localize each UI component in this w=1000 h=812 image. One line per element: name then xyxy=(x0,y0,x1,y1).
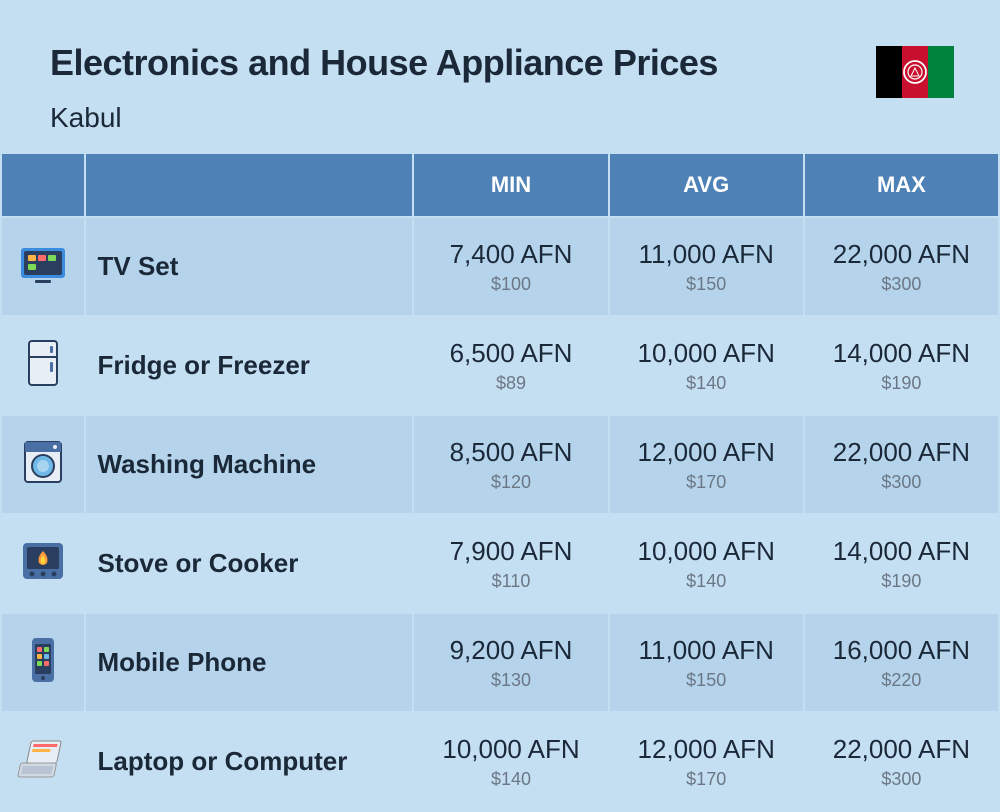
item-name: Stove or Cooker xyxy=(86,515,413,612)
max-primary: 16,000 AFN xyxy=(805,635,998,666)
max-primary: 22,000 AFN xyxy=(805,239,998,270)
avg-value: 10,000 AFN $140 xyxy=(610,317,803,414)
min-secondary: $120 xyxy=(414,472,607,493)
flag-stripe-1 xyxy=(876,46,902,98)
laptop-icon xyxy=(2,713,84,810)
min-value: 9,200 AFN $130 xyxy=(414,614,607,711)
max-value: 16,000 AFN $220 xyxy=(805,614,998,711)
min-secondary: $100 xyxy=(414,274,607,295)
avg-primary: 10,000 AFN xyxy=(610,338,803,369)
max-value: 22,000 AFN $300 xyxy=(805,218,998,315)
max-secondary: $300 xyxy=(805,274,998,295)
table-row: Washing Machine 8,500 AFN $120 12,000 AF… xyxy=(2,416,998,513)
avg-secondary: $150 xyxy=(610,274,803,295)
page-subtitle: Kabul xyxy=(50,102,950,134)
table-row: Fridge or Freezer 6,500 AFN $89 10,000 A… xyxy=(2,317,998,414)
max-primary: 22,000 AFN xyxy=(805,437,998,468)
tv-icon xyxy=(2,218,84,315)
avg-value: 11,000 AFN $150 xyxy=(610,218,803,315)
avg-primary: 11,000 AFN xyxy=(610,635,803,666)
max-secondary: $190 xyxy=(805,373,998,394)
min-secondary: $130 xyxy=(414,670,607,691)
table-row: Stove or Cooker 7,900 AFN $110 10,000 AF… xyxy=(2,515,998,612)
min-secondary: $140 xyxy=(414,769,607,790)
max-secondary: $190 xyxy=(805,571,998,592)
min-primary: 8,500 AFN xyxy=(414,437,607,468)
avg-secondary: $140 xyxy=(610,571,803,592)
item-name: TV Set xyxy=(86,218,413,315)
max-value: 14,000 AFN $190 xyxy=(805,515,998,612)
flag-icon xyxy=(876,46,954,98)
min-secondary: $89 xyxy=(414,373,607,394)
avg-secondary: $140 xyxy=(610,373,803,394)
price-table: MIN AVG MAX TV Set 7,400 AFN $100 11,000… xyxy=(0,152,1000,812)
min-primary: 10,000 AFN xyxy=(414,734,607,765)
washer-icon xyxy=(2,416,84,513)
min-primary: 7,400 AFN xyxy=(414,239,607,270)
min-value: 8,500 AFN $120 xyxy=(414,416,607,513)
min-value: 7,900 AFN $110 xyxy=(414,515,607,612)
max-primary: 14,000 AFN xyxy=(805,338,998,369)
stove-icon xyxy=(2,515,84,612)
item-name: Laptop or Computer xyxy=(86,713,413,810)
max-value: 22,000 AFN $300 xyxy=(805,416,998,513)
max-secondary: $300 xyxy=(805,472,998,493)
table-header-row: MIN AVG MAX xyxy=(2,154,998,216)
min-value: 6,500 AFN $89 xyxy=(414,317,607,414)
avg-primary: 10,000 AFN xyxy=(610,536,803,567)
col-header-min: MIN xyxy=(414,154,607,216)
table-row: Laptop or Computer 10,000 AFN $140 12,00… xyxy=(2,713,998,810)
fridge-icon xyxy=(2,317,84,414)
max-value: 22,000 AFN $300 xyxy=(805,713,998,810)
max-primary: 14,000 AFN xyxy=(805,536,998,567)
avg-value: 12,000 AFN $170 xyxy=(610,713,803,810)
min-primary: 6,500 AFN xyxy=(414,338,607,369)
col-header-name xyxy=(86,154,413,216)
avg-value: 12,000 AFN $170 xyxy=(610,416,803,513)
max-primary: 22,000 AFN xyxy=(805,734,998,765)
page-title: Electronics and House Appliance Prices xyxy=(50,42,950,84)
item-name: Fridge or Freezer xyxy=(86,317,413,414)
avg-value: 10,000 AFN $140 xyxy=(610,515,803,612)
col-header-icon xyxy=(2,154,84,216)
avg-secondary: $170 xyxy=(610,472,803,493)
flag-stripe-3 xyxy=(928,46,954,98)
avg-value: 11,000 AFN $150 xyxy=(610,614,803,711)
table-row: Mobile Phone 9,200 AFN $130 11,000 AFN $… xyxy=(2,614,998,711)
item-name: Mobile Phone xyxy=(86,614,413,711)
avg-secondary: $170 xyxy=(610,769,803,790)
max-secondary: $220 xyxy=(805,670,998,691)
max-value: 14,000 AFN $190 xyxy=(805,317,998,414)
item-name: Washing Machine xyxy=(86,416,413,513)
flag-emblem-icon xyxy=(901,58,929,86)
col-header-avg: AVG xyxy=(610,154,803,216)
phone-icon xyxy=(2,614,84,711)
avg-primary: 11,000 AFN xyxy=(610,239,803,270)
min-value: 7,400 AFN $100 xyxy=(414,218,607,315)
max-secondary: $300 xyxy=(805,769,998,790)
min-primary: 9,200 AFN xyxy=(414,635,607,666)
table-row: TV Set 7,400 AFN $100 11,000 AFN $150 22… xyxy=(2,218,998,315)
min-secondary: $110 xyxy=(414,571,607,592)
min-value: 10,000 AFN $140 xyxy=(414,713,607,810)
avg-primary: 12,000 AFN xyxy=(610,437,803,468)
min-primary: 7,900 AFN xyxy=(414,536,607,567)
avg-primary: 12,000 AFN xyxy=(610,734,803,765)
col-header-max: MAX xyxy=(805,154,998,216)
avg-secondary: $150 xyxy=(610,670,803,691)
page-header: Electronics and House Appliance Prices K… xyxy=(0,0,1000,152)
